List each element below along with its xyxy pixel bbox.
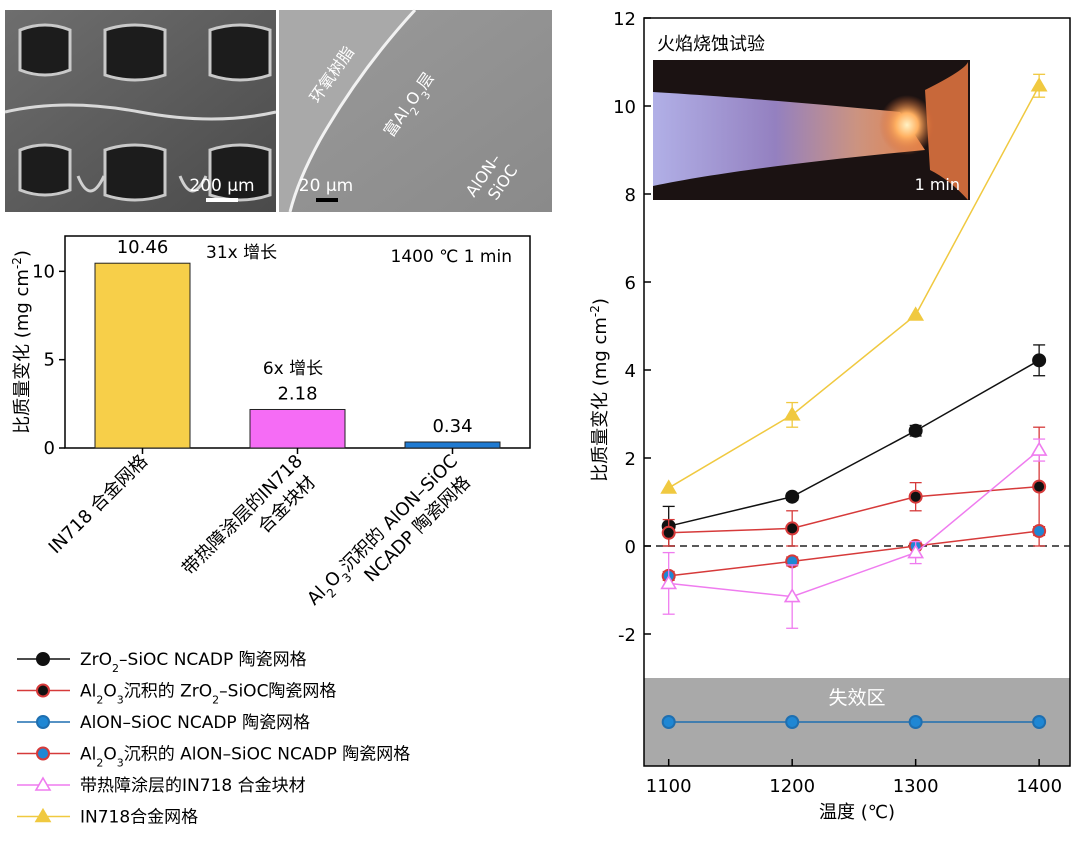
data-point [907, 544, 925, 559]
flame-photo-inset: 火焰烧蚀试验 1 min [653, 34, 970, 200]
legend-item: IN718合金网格 [17, 808, 198, 828]
bar [404, 441, 501, 449]
bar-value-label: 10.46 [117, 237, 169, 258]
photo-title: 火焰烧蚀试验 [657, 34, 765, 55]
data-point [661, 525, 676, 540]
bar-value-label: 2.18 [277, 383, 317, 404]
data-point [1032, 479, 1047, 494]
series-2 [661, 715, 1047, 729]
bar-category-label: 带热障涂层的IN718合金块材 [178, 451, 324, 597]
legend-label: Al2O3沉积的 AlON–SiOC NCADP 陶瓷网格 [80, 745, 410, 770]
line-y-tick-label: 12 [613, 9, 636, 30]
legend-marker [34, 807, 52, 823]
legend-label: Al2O3沉积的 ZrO2–SiOC陶瓷网格 [80, 682, 336, 707]
bar-value-label: 0.34 [432, 416, 472, 437]
data-point [785, 521, 800, 536]
line-y-tick-label: 8 [625, 185, 636, 206]
line-y-tick-label: 4 [625, 361, 636, 382]
bar-y-tick-label: 5 [44, 350, 55, 371]
line-y-tick-label: 0 [625, 537, 636, 558]
bar-y-axis-label: 比质量变化 (mg cm-2) [10, 250, 33, 434]
data-point [1030, 77, 1048, 92]
legend-item: AlON–SiOC NCADP 陶瓷网格 [17, 713, 310, 733]
bar-category-label: IN718 合金网格 [45, 451, 152, 558]
legend-marker [36, 746, 50, 761]
photo-time-label: 1 min [915, 175, 960, 194]
legend-label: 带热障涂层的IN718 合金块材 [80, 776, 306, 796]
series-line [668, 449, 1040, 598]
line-x-tick-label: 1300 [893, 776, 939, 797]
legend-item: Al2O3沉积的 ZrO2–SiOC陶瓷网格 [17, 682, 336, 707]
data-point [908, 489, 923, 504]
bar-y-tick-label: 10 [32, 261, 55, 282]
line-x-tick-label: 1400 [1016, 776, 1062, 797]
legend-label: AlON–SiOC NCADP 陶瓷网格 [80, 713, 310, 733]
data-point [785, 715, 800, 729]
bar-annotation-31x: 31x 增长 [206, 243, 277, 263]
data-point [785, 489, 800, 504]
legend-item: Al2O3沉积的 AlON–SiOC NCADP 陶瓷网格 [17, 745, 410, 770]
line-plot-frame [643, 17, 1071, 767]
legend-item: ZrO2–SiOC NCADP 陶瓷网格 [17, 650, 307, 675]
legend-item: 带热障涂层的IN718 合金块材 [17, 776, 306, 796]
legend: ZrO2–SiOC NCADP 陶瓷网格 Al2O3沉积的 ZrO2–SiOC陶瓷… [17, 650, 410, 828]
line-y-tick-label: -2 [618, 625, 636, 646]
flame-jet [653, 92, 925, 186]
data-point [1032, 715, 1047, 729]
hot-spot-icon [879, 95, 935, 155]
series-1 [661, 426, 1047, 547]
data-point [660, 479, 678, 494]
line-y-tick-label: 2 [625, 449, 636, 470]
legend-marker [34, 776, 52, 791]
data-point [908, 715, 923, 729]
series-0 [661, 344, 1047, 547]
data-point [1032, 524, 1047, 539]
data-point [908, 423, 923, 438]
bar-annotation-6x: 6x 增长 [263, 359, 323, 379]
legend-label: IN718合金网格 [80, 808, 198, 828]
crucible-glow [925, 62, 968, 200]
data-point [1032, 353, 1047, 368]
series-line [668, 85, 1040, 489]
line-chart: 失效区 -2 0 2 4 6 8 10 12 1100 1200 1300 1400 温度 (℃) 比质量变… [588, 9, 1071, 823]
line-y-tick-label: 6 [625, 273, 636, 294]
scale-bar-right [316, 198, 338, 202]
series-5 [660, 73, 1048, 494]
data-point [783, 588, 801, 603]
series-line [668, 530, 1040, 577]
legend-marker [36, 652, 50, 666]
scale-label-right: 20 µm [299, 176, 353, 196]
sem-micrograph-right: 环氧树脂 富Al2O3层 AlON–SiOC 20 µm [279, 8, 552, 213]
data-point [660, 574, 678, 590]
series-3 [661, 524, 1047, 583]
data-point [907, 306, 925, 321]
data-point [661, 715, 676, 729]
data-point [1030, 441, 1048, 456]
legend-marker [36, 715, 50, 729]
failure-zone-label: 失效区 [828, 687, 885, 709]
line-y-tick-label: 10 [613, 97, 636, 118]
bar-category-label: Al2O3沉积的 AlON–SiOCNCADP 陶瓷网格 [303, 451, 479, 627]
sem-micrograph-left: 200 µm [4, 10, 277, 212]
series-4 [660, 438, 1048, 629]
data-point [783, 406, 801, 421]
series-line [668, 485, 1040, 534]
line-x-tick-label: 1100 [646, 776, 692, 797]
bar-condition-label: 1400 ℃ 1 min [391, 247, 512, 267]
scale-label-left: 200 µm [189, 176, 254, 196]
line-y-axis-label: 比质量变化 (mg cm-2) [588, 298, 611, 482]
legend-label: ZrO2–SiOC NCADP 陶瓷网格 [80, 650, 307, 675]
line-x-axis-label: 温度 (℃) [819, 802, 895, 823]
bar [94, 262, 191, 449]
series-line [668, 359, 1040, 527]
bar-y-tick-label: 0 [44, 438, 55, 459]
bar [249, 408, 346, 449]
line-x-tick-label: 1200 [769, 776, 815, 797]
legend-marker [36, 683, 50, 698]
scale-bar-left [206, 198, 238, 202]
